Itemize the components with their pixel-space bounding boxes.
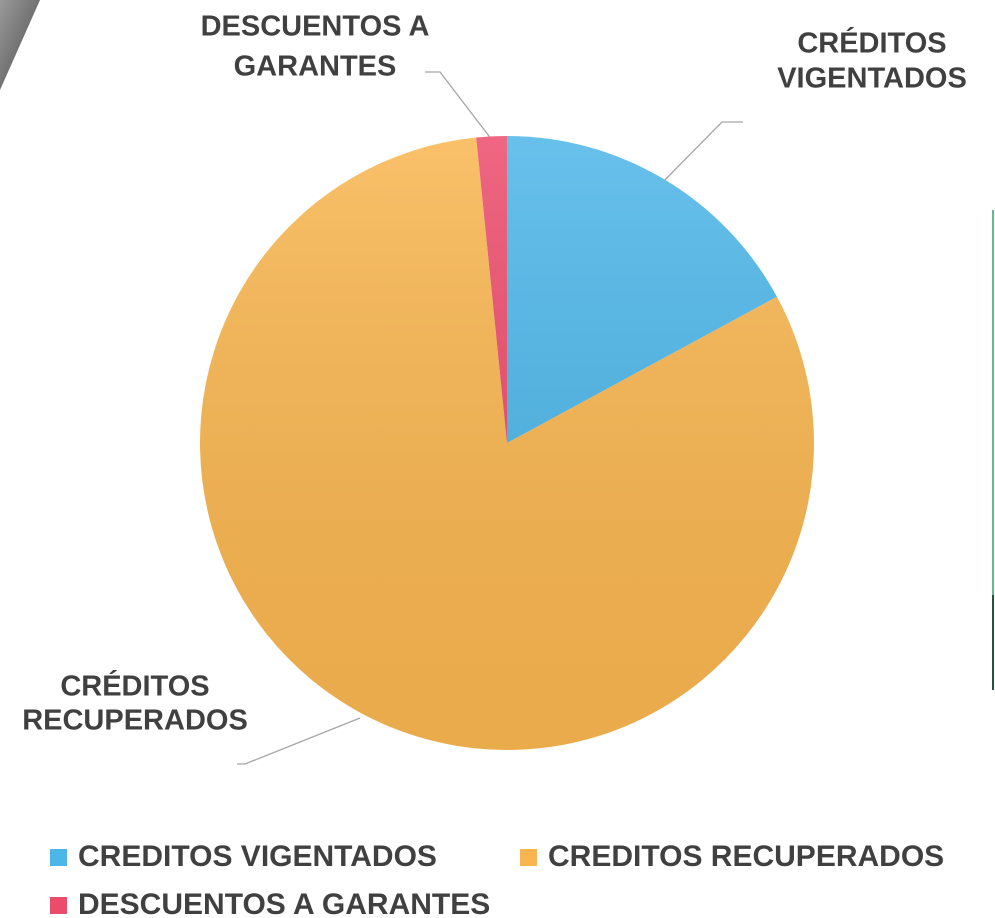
legend-label: CREDITOS RECUPERADOS [548, 840, 944, 873]
legend-swatch [50, 897, 67, 914]
legend-swatch [50, 849, 67, 866]
data-label: RECUPERADOS [22, 705, 248, 737]
data-label: CRÉDITOS [60, 669, 209, 703]
leader-line [654, 121, 743, 191]
data-label: GARANTES [234, 51, 397, 83]
data-label: VIGENTADOS [777, 63, 967, 95]
leader-line [237, 717, 361, 765]
data-label: DESCUENTOS A [201, 11, 430, 43]
leader-line [425, 71, 493, 141]
legend-swatch [520, 849, 537, 866]
legend-label: CREDITOS VIGENTADOS [78, 840, 437, 873]
legend-label: DESCUENTOS A GARANTES [78, 888, 490, 918]
decoration [0, 0, 40, 90]
data-label: CRÉDITOS [797, 26, 946, 60]
